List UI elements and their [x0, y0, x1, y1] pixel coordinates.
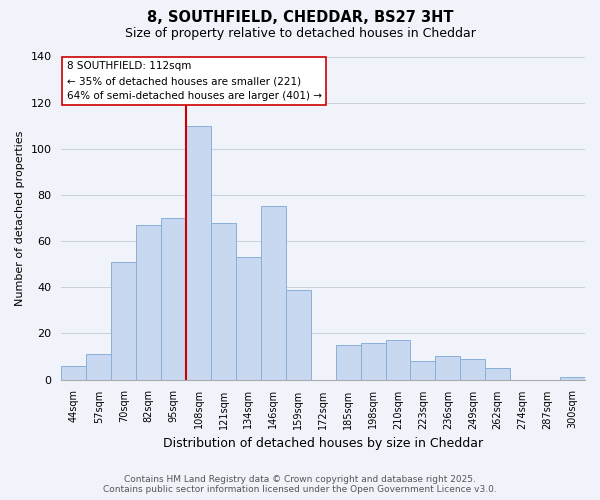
Bar	[261, 206, 286, 380]
Bar	[286, 290, 311, 380]
Bar	[560, 378, 585, 380]
Text: Contains HM Land Registry data © Crown copyright and database right 2025.: Contains HM Land Registry data © Crown c…	[124, 475, 476, 484]
Bar	[186, 126, 211, 380]
Text: 8 SOUTHFIELD: 112sqm
← 35% of detached houses are smaller (221)
64% of semi-deta: 8 SOUTHFIELD: 112sqm ← 35% of detached h…	[67, 62, 322, 101]
Bar	[86, 354, 111, 380]
Bar	[136, 225, 161, 380]
Text: Contains public sector information licensed under the Open Government Licence v3: Contains public sector information licen…	[103, 485, 497, 494]
Bar	[111, 262, 136, 380]
Bar	[361, 342, 386, 380]
Bar	[236, 258, 261, 380]
Bar	[211, 222, 236, 380]
Bar	[161, 218, 186, 380]
X-axis label: Distribution of detached houses by size in Cheddar: Distribution of detached houses by size …	[163, 437, 483, 450]
Bar	[436, 356, 460, 380]
Y-axis label: Number of detached properties: Number of detached properties	[15, 130, 25, 306]
Text: Size of property relative to detached houses in Cheddar: Size of property relative to detached ho…	[125, 28, 475, 40]
Bar	[335, 345, 361, 380]
Text: 8, SOUTHFIELD, CHEDDAR, BS27 3HT: 8, SOUTHFIELD, CHEDDAR, BS27 3HT	[147, 10, 453, 25]
Bar	[61, 366, 86, 380]
Bar	[485, 368, 510, 380]
Bar	[386, 340, 410, 380]
Bar	[460, 359, 485, 380]
Bar	[410, 361, 436, 380]
